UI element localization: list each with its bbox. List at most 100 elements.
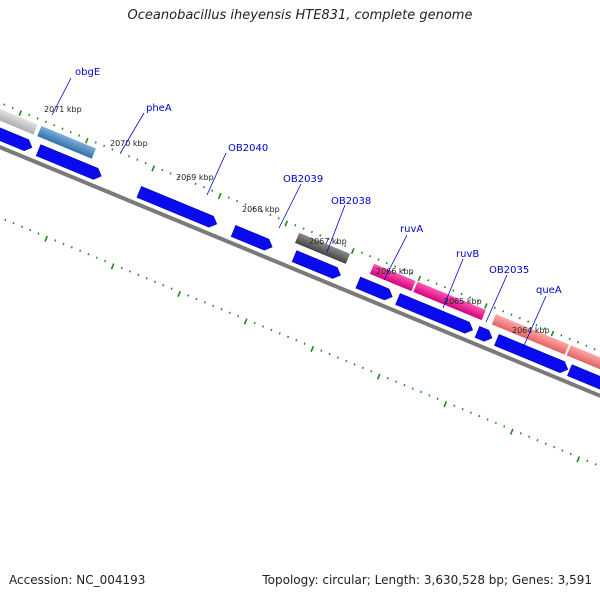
minor-tick (87, 253, 90, 256)
minor-tick (54, 239, 57, 242)
minor-tick (203, 301, 206, 304)
minor-tick (20, 225, 23, 228)
minor-tick (460, 292, 463, 296)
gene-label-ruvA[interactable]: ruvA (400, 224, 423, 235)
major-tick (177, 290, 182, 298)
minor-tick (486, 418, 489, 421)
gene-labels: obgE pheA OB2040 OB2039 OB2038 ruvA ruvB… (75, 67, 562, 296)
minor-tick (402, 268, 405, 272)
gene-feature-OB2035[interactable] (490, 312, 571, 356)
gene-label-queA[interactable]: queA (536, 285, 562, 296)
major-tick (284, 220, 289, 227)
minor-tick (503, 425, 506, 428)
minor-tick (345, 359, 348, 363)
gene-feature-OB2038[interactable] (293, 231, 352, 266)
minor-tick (461, 407, 464, 411)
leader-line (51, 77, 72, 116)
minor-tick (394, 265, 397, 268)
gene-label-obgE[interactable]: obgE (75, 67, 100, 78)
gene-label-ruvB[interactable]: ruvB (456, 249, 479, 260)
leader-line (206, 152, 227, 196)
minor-tick (536, 438, 539, 442)
minor-tick (310, 230, 313, 234)
leader-line (442, 258, 464, 309)
gene-label-pheA[interactable]: pheA (146, 103, 172, 114)
minor-tick (129, 270, 132, 273)
feature-row (0, 87, 600, 384)
minor-tick (395, 380, 398, 383)
minor-tick (53, 124, 56, 127)
minor-tick (477, 299, 480, 303)
minor-tick (386, 376, 389, 380)
kbp-label: 2069 kbp (176, 173, 214, 182)
cds-arrow[interactable] (567, 364, 600, 406)
minor-tick (436, 397, 439, 401)
minor-tick (528, 435, 531, 438)
major-tick (443, 401, 448, 408)
minor-tick (70, 246, 73, 249)
minor-tick (428, 394, 431, 397)
gene-feature-queA[interactable] (565, 343, 600, 384)
minor-tick (478, 414, 481, 418)
major-tick (550, 330, 555, 337)
gene-label-OB2035[interactable]: OB2035 (489, 265, 529, 276)
minor-tick (195, 297, 198, 301)
minor-tick (104, 259, 107, 263)
gene-feature-ruvB[interactable] (411, 280, 488, 322)
gene-label-OB2038[interactable]: OB2038 (331, 196, 371, 207)
gene-feature-ruvA[interactable] (368, 262, 417, 293)
minor-tick (527, 320, 530, 323)
kbp-label: 2071 kbp (44, 105, 82, 114)
minor-tick (453, 404, 456, 407)
minor-tick (277, 217, 280, 220)
minor-tick (543, 327, 546, 330)
gene-label-OB2039[interactable]: OB2039 (283, 174, 323, 185)
major-tick (417, 275, 422, 282)
minor-tick (427, 279, 430, 282)
leader-line (521, 295, 547, 351)
minor-tick (319, 234, 322, 237)
minor-tick (262, 325, 265, 328)
minor-tick (286, 335, 290, 339)
leader-line (120, 112, 145, 153)
minor-tick (518, 316, 521, 320)
minor-tick (278, 332, 281, 335)
minor-tick (228, 311, 231, 314)
minor-tick (493, 306, 496, 310)
minor-tick (212, 304, 215, 308)
cds-arrow[interactable] (494, 334, 570, 375)
gene-feature-obgE[interactable] (0, 87, 40, 136)
minor-tick (119, 151, 122, 155)
minor-tick (11, 106, 14, 110)
minor-tick (452, 289, 455, 292)
leader-lines (51, 77, 547, 351)
gene-label-OB2040[interactable]: OB2040 (228, 143, 268, 154)
minor-tick (120, 266, 123, 270)
major-tick (110, 263, 115, 270)
cds-arrow[interactable] (355, 276, 395, 302)
minor-tick (261, 210, 264, 213)
minor-tick (353, 363, 356, 366)
major-tick (483, 303, 488, 310)
leader-line (485, 274, 508, 323)
cds-arrow[interactable] (0, 101, 34, 153)
minor-tick (561, 449, 564, 452)
minor-tick (576, 341, 580, 344)
minor-tick (202, 186, 205, 189)
minor-tick (3, 103, 6, 106)
cds-arrow[interactable] (35, 144, 103, 182)
minor-tick (111, 148, 114, 151)
gene-feature-pheA[interactable] (35, 124, 98, 160)
kbp-labels: 2071 kbp 2070 kbp 2069 kbp 2068 kbp 2067… (44, 105, 550, 335)
cds-arrow[interactable] (230, 225, 274, 252)
minor-tick (137, 273, 140, 277)
cds-arrow[interactable] (291, 250, 343, 281)
cds-arrow[interactable] (395, 293, 475, 335)
minor-tick (335, 241, 338, 244)
cds-arrow[interactable] (474, 326, 494, 343)
minor-tick (295, 339, 298, 342)
cds-arrow[interactable] (136, 185, 219, 229)
minor-tick (328, 352, 331, 356)
minor-tick (494, 421, 497, 425)
kbp-label: 2070 kbp (110, 139, 148, 148)
